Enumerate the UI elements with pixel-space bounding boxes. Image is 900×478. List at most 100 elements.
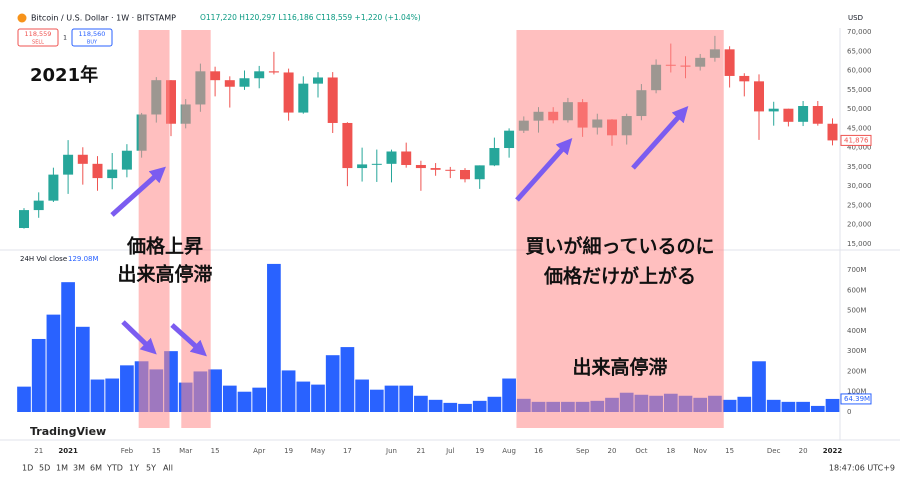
range-button[interactable]: 6M [90, 464, 102, 473]
candle-body [298, 83, 309, 113]
volume-bar [384, 385, 399, 412]
arrow [110, 166, 166, 217]
volume-bar [325, 355, 340, 412]
candle-body [357, 164, 368, 169]
volume-tag-label: 64.39M [844, 395, 870, 403]
candle-body [739, 75, 750, 82]
x-tick-label: Mar [179, 447, 192, 455]
range-button[interactable]: 3M [73, 464, 85, 473]
volume-bar [737, 396, 752, 412]
candle-body [415, 164, 426, 169]
arrow [170, 323, 207, 357]
candle-body [401, 151, 412, 165]
annotation: 出来高停滞 [572, 356, 667, 379]
x-tick-label: 21 [416, 447, 425, 455]
volume-bar [222, 385, 237, 412]
y-tick-label: 55,000 [847, 86, 872, 94]
annotation: 価格上昇 [126, 235, 203, 258]
range-button[interactable]: 5Y [146, 464, 156, 473]
candle-body [489, 148, 500, 166]
x-tick-label: 2021 [58, 447, 78, 455]
volume-bar [414, 395, 428, 412]
range-button[interactable]: 5D [39, 464, 50, 473]
volume-bar [502, 378, 516, 412]
arrow [515, 138, 573, 202]
arrow [631, 106, 689, 170]
range-button[interactable]: YTD [106, 464, 123, 473]
annotation: 出来高停滞 [117, 263, 212, 286]
y-tick-label: 35,000 [847, 163, 872, 171]
candle-body [504, 130, 515, 149]
volume-bar [399, 385, 414, 412]
x-tick-label: 21 [34, 447, 43, 455]
y-tick-label: 600M [847, 286, 866, 294]
x-tick-label: 20 [799, 447, 808, 455]
volume-bar [208, 369, 222, 412]
y-tick-label: 0 [847, 408, 851, 416]
price-tag [840, 134, 872, 146]
y-tick-label: 45,000 [847, 124, 872, 132]
volume-bar [810, 405, 825, 412]
volume-bar [281, 370, 296, 412]
candle-body [812, 106, 823, 124]
volume-bar [46, 314, 61, 412]
volume-bar [355, 379, 369, 412]
annotation: 価格だけが上がる [543, 265, 696, 288]
volume-bar [31, 338, 46, 412]
x-tick-label: 15 [211, 447, 220, 455]
logo: TradingView [30, 425, 106, 438]
x-tick-label: Dec [767, 447, 781, 455]
x-tick-label: 18 [666, 447, 675, 455]
volume-bar [120, 365, 134, 412]
volume-bar [458, 403, 472, 412]
candle-body [107, 169, 118, 179]
y-tick-label: 15,000 [847, 240, 872, 248]
volume-bar [428, 399, 443, 412]
x-tick-label: 19 [284, 447, 293, 455]
volume-bar [752, 361, 766, 412]
volume-bar [252, 387, 267, 412]
volume-bar [237, 391, 252, 412]
arrow [121, 320, 157, 355]
candle-body [239, 78, 250, 87]
candle-body [63, 154, 74, 175]
candle-body [254, 71, 265, 79]
range-button[interactable]: 1Y [129, 464, 139, 473]
quantity: 1 [63, 35, 67, 42]
sell-price: 118,559 [25, 30, 52, 38]
x-tick-label: 16 [534, 447, 543, 455]
x-tick-label: 17 [343, 447, 352, 455]
volume-bar [825, 398, 840, 412]
candle-body [798, 106, 809, 122]
range-button[interactable]: All [163, 464, 173, 473]
candle-body [224, 80, 235, 87]
y-tick-label: 700M [847, 266, 866, 274]
candle-body [166, 80, 176, 124]
candle-body [754, 81, 764, 112]
volume-bar [267, 263, 281, 412]
volume-legend: 24H Vol close [20, 255, 67, 263]
candle-body [77, 154, 88, 164]
x-tick-label: Sep [576, 447, 590, 455]
candle-body [48, 174, 59, 201]
sell-label: SELL [32, 40, 44, 46]
volume-bar [340, 347, 355, 412]
volume-bar [311, 384, 325, 412]
x-tick-label: 15 [152, 447, 161, 455]
range-button[interactable]: 1D [22, 464, 33, 473]
candle-body [430, 168, 441, 170]
candle-body [445, 169, 456, 171]
x-tick-label: May [311, 447, 325, 455]
buy-button[interactable] [71, 28, 113, 47]
x-tick-label: 2022 [823, 447, 843, 455]
range-button[interactable]: 1M [56, 464, 68, 473]
volume-bar [61, 282, 75, 412]
volume-bar [766, 399, 781, 412]
sell-button[interactable] [17, 28, 59, 47]
ohlc: O117,220 H120,297 L116,186 C118,559 +1,2… [200, 13, 421, 22]
x-tick-label: Nov [693, 447, 707, 455]
y-tick-label: 500M [847, 307, 866, 315]
clock: 18:47:06 UTC+9 [829, 464, 895, 473]
highlight-band [181, 30, 211, 428]
